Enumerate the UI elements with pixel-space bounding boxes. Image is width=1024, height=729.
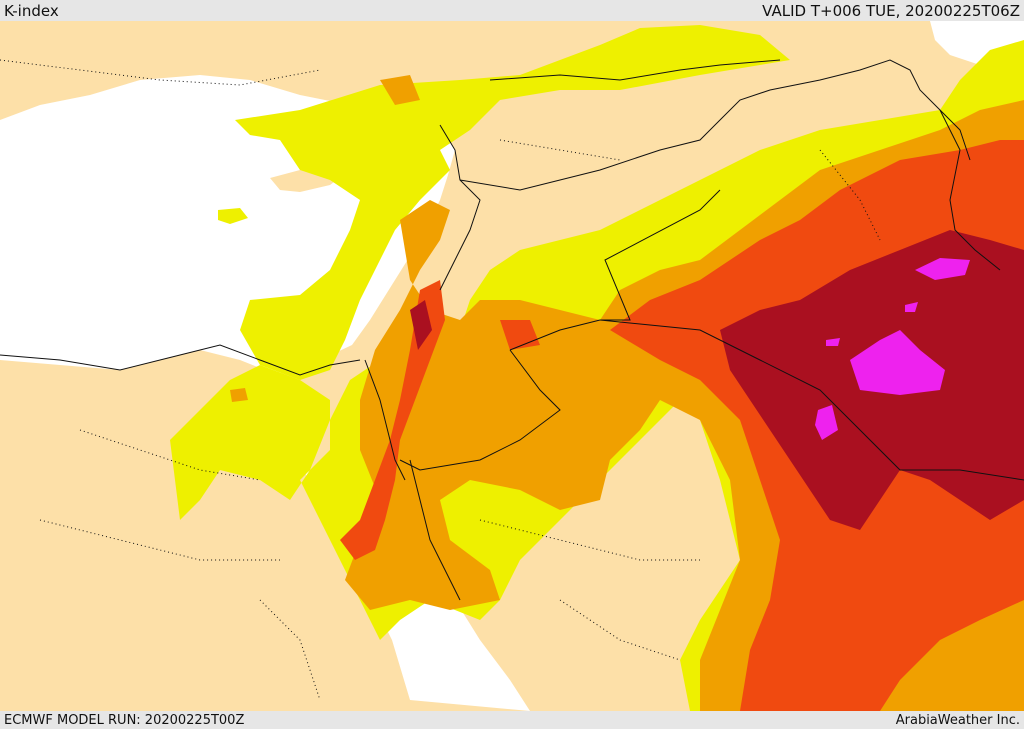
province-boundaries	[0, 59, 881, 701]
valid-time: VALID T+006 TUE, 20200225T06Z	[762, 1, 1020, 20]
map-title: K-index	[4, 1, 59, 20]
header-bar: K-index VALID T+006 TUE, 20200225T06Z	[0, 0, 1024, 21]
footer-bar: ECMWF MODEL RUN: 20200225T00Z ArabiaWeat…	[0, 711, 1024, 729]
country-borders	[0, 59, 1024, 601]
k-index-map	[0, 21, 1024, 711]
credit: ArabiaWeather Inc.	[895, 712, 1020, 728]
model-run: ECMWF MODEL RUN: 20200225T00Z	[4, 712, 245, 728]
k-index-level-5	[815, 258, 970, 440]
